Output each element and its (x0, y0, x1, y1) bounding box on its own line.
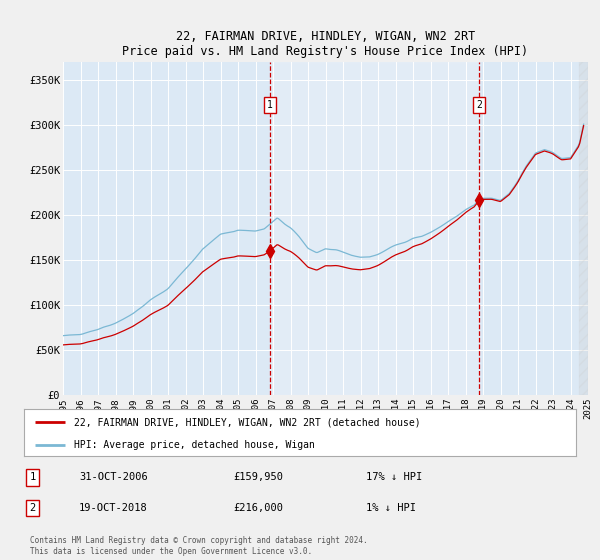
Text: 2: 2 (476, 100, 482, 110)
Text: 1% ↓ HPI: 1% ↓ HPI (366, 503, 416, 513)
Text: £216,000: £216,000 (234, 503, 284, 513)
Text: 1: 1 (267, 100, 273, 110)
Text: 31-OCT-2006: 31-OCT-2006 (79, 473, 148, 482)
Text: 17% ↓ HPI: 17% ↓ HPI (366, 473, 422, 482)
Text: 1: 1 (29, 473, 36, 482)
Text: Contains HM Land Registry data © Crown copyright and database right 2024.
This d: Contains HM Land Registry data © Crown c… (29, 536, 367, 556)
Text: 19-OCT-2018: 19-OCT-2018 (79, 503, 148, 513)
Bar (270, 62, 479, 395)
Title: 22, FAIRMAN DRIVE, HINDLEY, WIGAN, WN2 2RT
Price paid vs. HM Land Registry's Hou: 22, FAIRMAN DRIVE, HINDLEY, WIGAN, WN2 2… (122, 30, 529, 58)
Text: HPI: Average price, detached house, Wigan: HPI: Average price, detached house, Wiga… (74, 440, 314, 450)
Text: £159,950: £159,950 (234, 473, 284, 482)
Text: 2: 2 (29, 503, 36, 513)
Text: 22, FAIRMAN DRIVE, HINDLEY, WIGAN, WN2 2RT (detached house): 22, FAIRMAN DRIVE, HINDLEY, WIGAN, WN2 2… (74, 417, 421, 427)
Bar (579, 62, 588, 395)
